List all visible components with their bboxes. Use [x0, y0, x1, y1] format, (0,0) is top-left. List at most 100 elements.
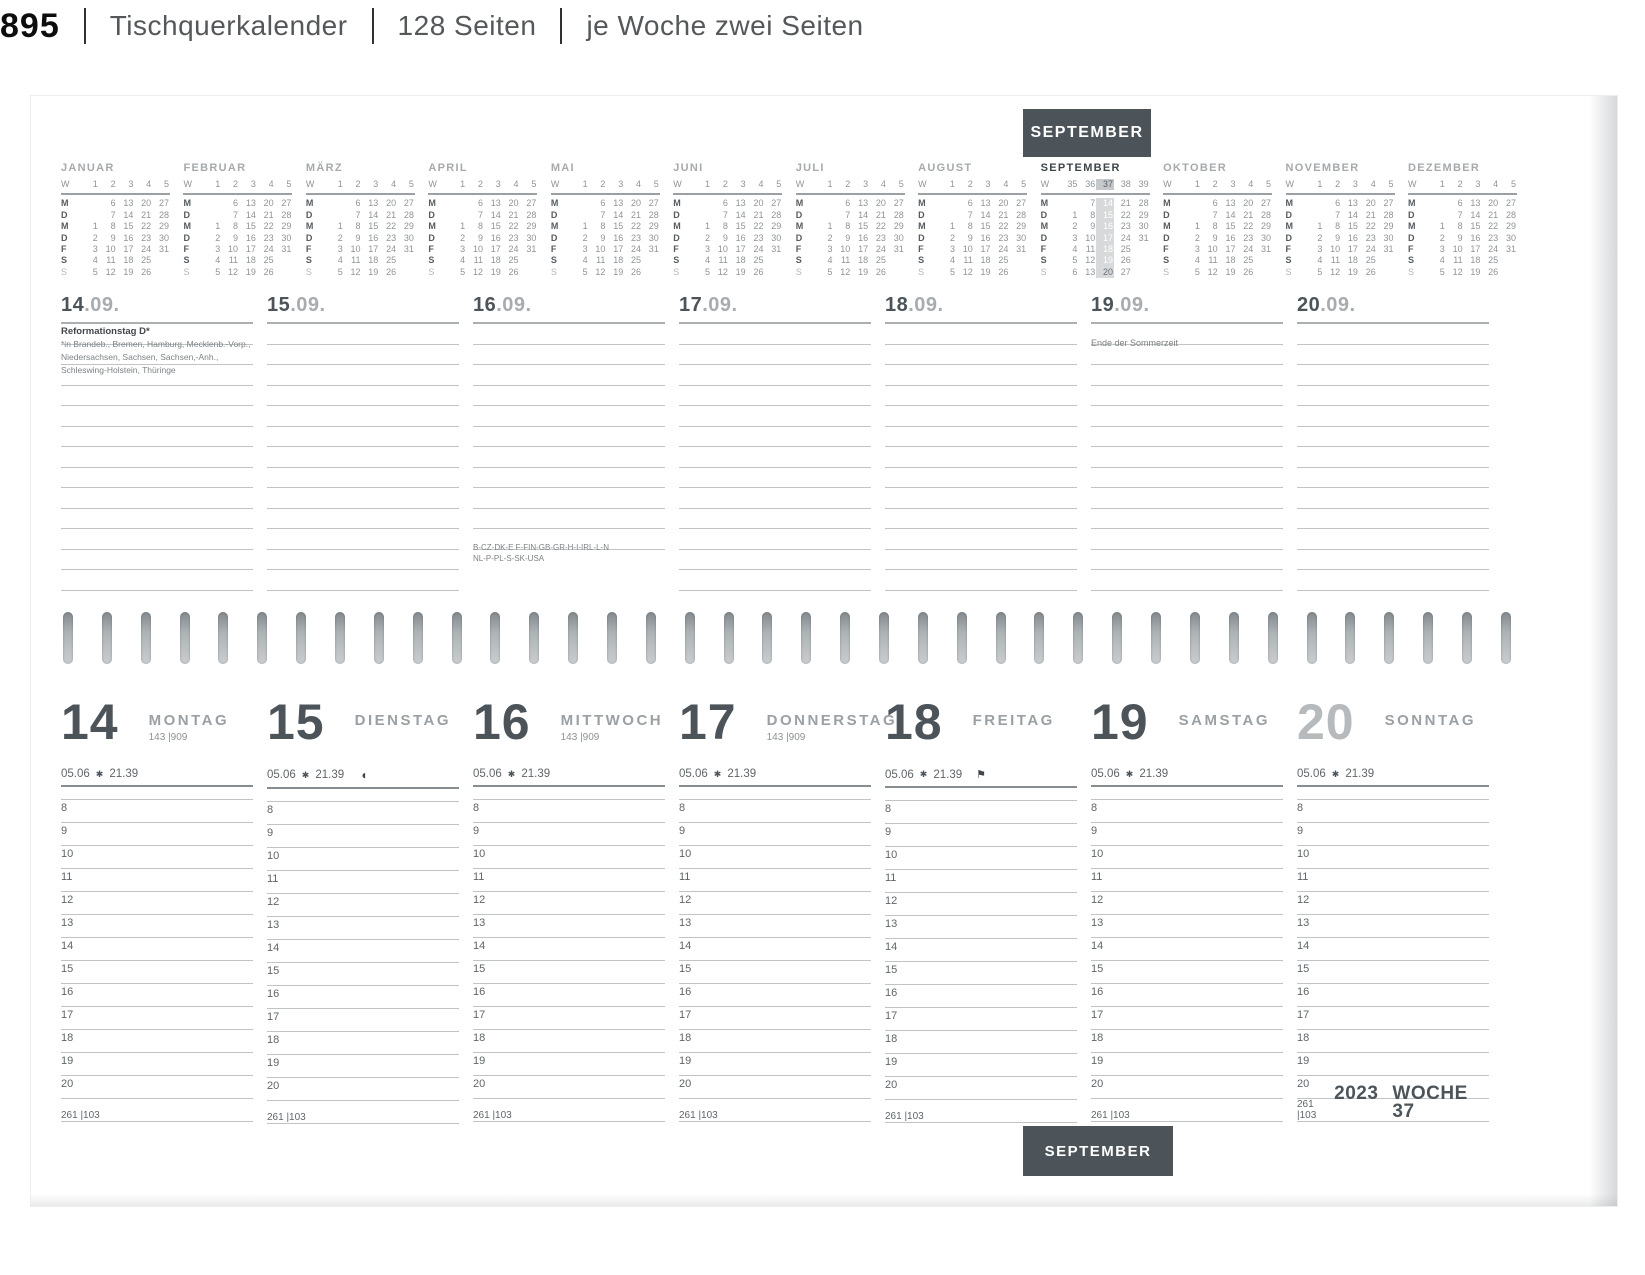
- week-number-cell: 5: [286, 179, 292, 189]
- mini-day-cell: 20: [263, 198, 274, 209]
- hour-row: 9: [885, 824, 1077, 847]
- mini-day-cell: 20: [875, 198, 886, 209]
- date-underline: [61, 322, 253, 324]
- hour-row: 12: [61, 892, 253, 915]
- mini-month-name: AUGUST: [918, 162, 973, 174]
- mini-day-cell: 8: [355, 221, 361, 232]
- day-header: 15 DIENSTAG: [267, 696, 459, 760]
- mini-day-cell: 3: [337, 244, 343, 255]
- hour-row: 15: [61, 961, 253, 984]
- country-codes-line: B-CZ-DK-E F-FIN-GB-GR-H-I-IRL-L-N: [473, 543, 609, 552]
- mini-day-cell: 22: [1243, 221, 1254, 232]
- mini-day-cell: 2: [1072, 221, 1078, 232]
- notes-column-19: 19.09. Ende der Sommerzeit: [1091, 294, 1283, 591]
- mini-day-row: M 1 8 15 22 29: [306, 221, 415, 232]
- mini-day-row: D 7 14 21 28: [1163, 210, 1272, 221]
- weekday-label: D: [795, 232, 803, 243]
- week-days-section: 14 MONTAG 143 |909 05.06 ✱ 21.39 8 9 10 11 12 13 14 1…: [61, 696, 1489, 1124]
- mini-day-cell: 4: [460, 255, 466, 266]
- mini-day-cell: 28: [1505, 209, 1516, 220]
- weekday-label: D: [1285, 209, 1293, 220]
- mini-month-name: APRIL: [428, 162, 468, 174]
- mini-day-cell: 18: [1225, 255, 1236, 266]
- product-type-label: Tischquerkalender: [109, 10, 348, 41]
- mini-day-cell: 26: [263, 266, 274, 277]
- mini-day-row: S 4 11 18 25: [1286, 255, 1395, 266]
- mini-day-cell: 31: [648, 244, 659, 255]
- spiral-loop: [956, 612, 967, 664]
- mini-day-cell: 8: [1212, 221, 1218, 232]
- mini-day-cell: [1132, 255, 1150, 266]
- ruled-line: [61, 488, 253, 509]
- mini-day-cell: 14: [1470, 209, 1481, 220]
- week-number-cell: 5: [1266, 179, 1272, 189]
- ruled-line: [679, 365, 871, 386]
- week-number-cell: 3: [1230, 179, 1236, 189]
- holiday-region-line: Schleswing-Holstein, Thüringe: [61, 365, 176, 375]
- spiral-loop: [490, 612, 501, 664]
- mini-day-cell: 13: [245, 198, 256, 209]
- mini-day-row: S 4 11 18 25: [428, 255, 537, 266]
- week-number-cell: 2: [1457, 179, 1463, 189]
- hour-row: 16: [885, 985, 1077, 1008]
- spiral-loop: [917, 612, 928, 664]
- mini-day-cell: 7: [600, 209, 606, 220]
- ruled-line: [885, 406, 1077, 427]
- weekday-label: M: [305, 221, 314, 232]
- mini-day-cell: [571, 198, 589, 209]
- weekday-label: S: [918, 266, 925, 277]
- mini-day-cell: 2: [92, 232, 98, 243]
- hour-row: 15: [267, 963, 459, 986]
- mini-day-cell: 9: [1335, 232, 1341, 243]
- weekday-label: F: [1407, 244, 1414, 255]
- weekday-label: D: [1163, 232, 1170, 243]
- day-number: 15: [267, 694, 325, 750]
- mini-day-cell: 3: [705, 244, 711, 255]
- mini-day-cell: 22: [263, 221, 274, 232]
- mini-day-cell: 8: [233, 221, 239, 232]
- weekday-label: M: [918, 221, 926, 232]
- mini-day-cell: 30: [281, 232, 292, 243]
- weekday-label: M: [1040, 221, 1049, 232]
- mini-month-name: OKTOBER: [1163, 162, 1227, 174]
- ruled-line: [679, 509, 871, 529]
- mini-day-row: M 6 13 20 27: [673, 198, 782, 209]
- mini-day-cell: 14: [368, 209, 379, 220]
- hour-row: 9: [473, 823, 665, 846]
- mini-day-cell: 19: [245, 266, 256, 277]
- mini-day-cell: 11: [473, 255, 483, 266]
- spiral-loop: [1189, 612, 1200, 664]
- ruled-line: [1091, 529, 1283, 550]
- mini-day-cell: 30: [526, 232, 537, 243]
- mini-day-row: S 5 12 19 26: [183, 267, 292, 278]
- mini-day-cell: 27: [526, 198, 537, 209]
- day-column-16: 16 MITTWOCH 143 |909 05.06 ✱ 21.39 8 9 10 11 12 13 1…: [473, 696, 665, 1124]
- mini-day-cell: 11: [351, 255, 361, 266]
- hour-row: 11: [1297, 869, 1489, 892]
- mini-day-cell: [397, 255, 415, 266]
- date-underline: [885, 322, 1077, 324]
- spiral-loop: [568, 612, 579, 664]
- weekday-label: F: [1040, 244, 1047, 255]
- week-col-label: W: [183, 179, 192, 189]
- mini-week-header-row: W 1 2 3 4 5: [795, 179, 905, 196]
- date-underline: [267, 322, 459, 324]
- weekday-label: D: [428, 232, 435, 243]
- ruled-line: [61, 529, 253, 550]
- mini-day-cell: 16: [858, 232, 869, 243]
- day-meta: MITTWOCH 143 |909: [561, 712, 663, 744]
- mini-month-januar: JANUAR W 1 2 3 4 5 M 6 13 20 27 D 7 14 21 28 M 1 8 15 22 29 D 2 9…: [61, 162, 170, 278]
- mini-week-header-row: W 1 2 3 4 5: [1163, 179, 1273, 196]
- week-number-cell: 2: [600, 179, 606, 189]
- ruled-line: [473, 324, 665, 345]
- day-name: SAMSTAG: [1178, 712, 1271, 729]
- weekday-label: D: [305, 232, 313, 243]
- ruled-line: [61, 447, 253, 468]
- day-year-stat: 261 |103: [1091, 1110, 1130, 1121]
- mini-day-cell: 20: [998, 198, 1009, 209]
- mini-day-row: M 1 8 15 22 29: [551, 221, 660, 232]
- hour-row: 10: [61, 846, 253, 869]
- mini-day-cell: [642, 255, 660, 266]
- ruled-line: [473, 427, 665, 447]
- mini-day-row: M 2 9 16 23 30: [1040, 221, 1150, 233]
